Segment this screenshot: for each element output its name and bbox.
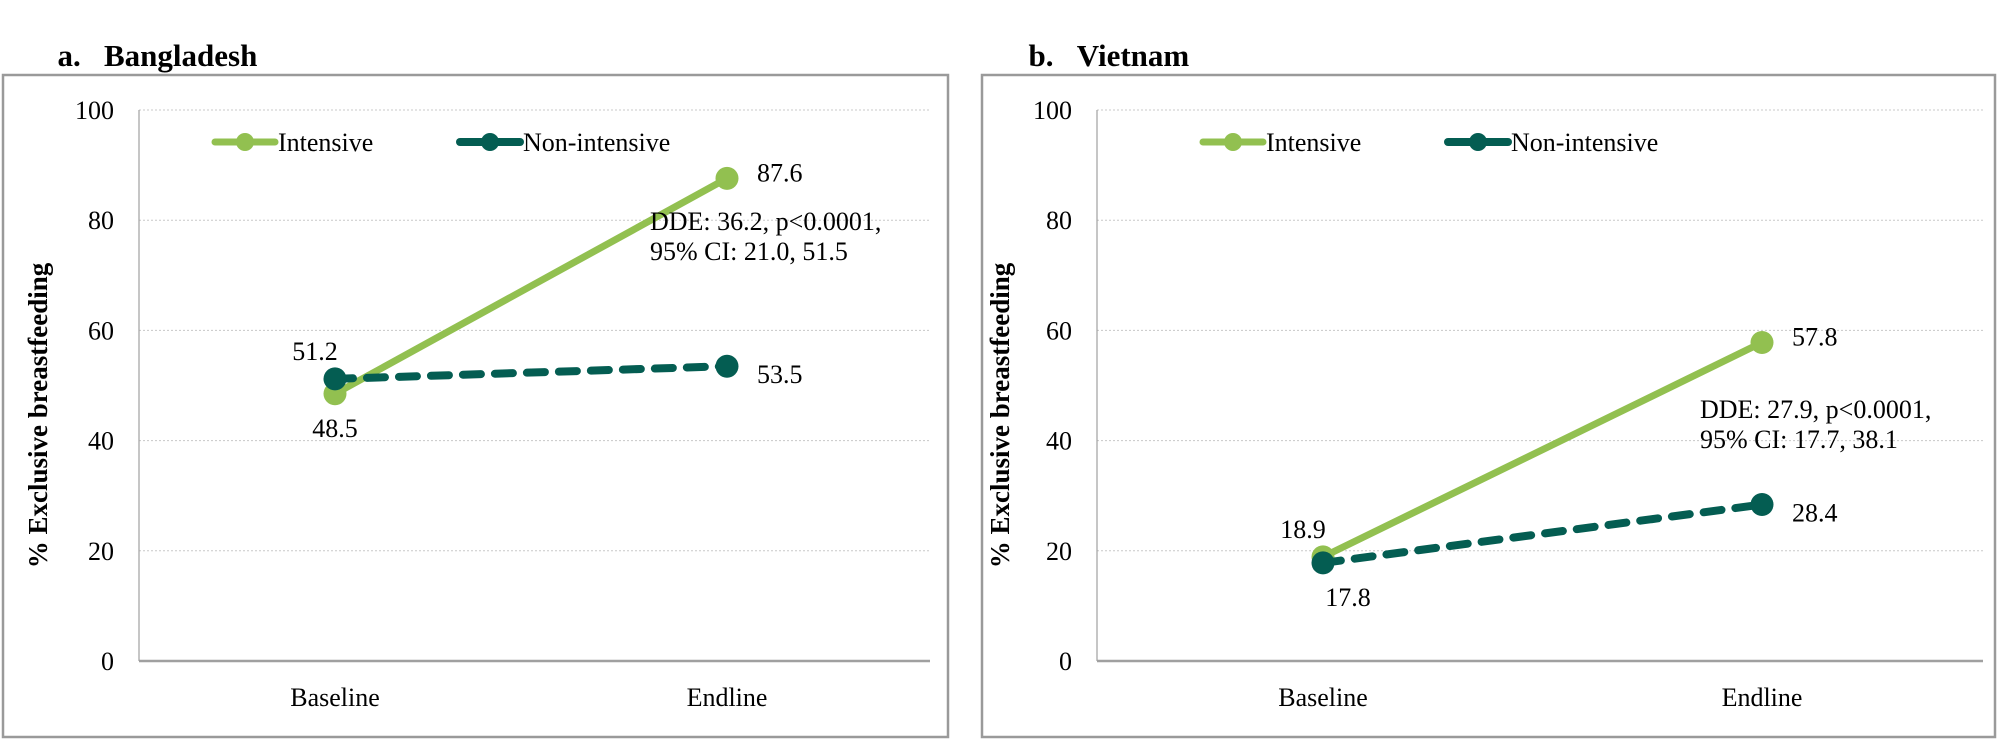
x-tick-label: Baseline xyxy=(1278,683,1368,712)
legend-marker xyxy=(1224,133,1242,151)
data-label: 87.6 xyxy=(757,158,803,187)
x-tick-label: Endline xyxy=(687,683,768,712)
data-point xyxy=(323,367,347,391)
data-label: 57.8 xyxy=(1792,323,1838,352)
y-axis-label: % Exclusive breastfeeding xyxy=(23,262,53,568)
series-line-intensive xyxy=(1319,339,1766,561)
data-label: 51.2 xyxy=(292,337,338,366)
y-tick-label: 100 xyxy=(1033,96,1072,125)
chart-panel-a: 0 20 40 60 80 100 % Exclusive breastfeeding Bas… xyxy=(1,73,950,739)
annotation-text: DDE: 36.2, p<0.0001, xyxy=(650,207,881,236)
y-tick-label: 100 xyxy=(75,96,114,125)
y-tick-label: 20 xyxy=(1046,537,1072,566)
legend-label: Non-intensive xyxy=(523,128,670,157)
series-line-non-intensive xyxy=(1319,500,1766,567)
legend-label: Intensive xyxy=(278,128,373,157)
y-tick-label: 40 xyxy=(88,427,114,456)
x-tick-label: Endline xyxy=(1722,683,1803,712)
data-point xyxy=(715,166,739,190)
y-tick-label: 0 xyxy=(1059,647,1072,676)
panel-a-title: a. Bangladesh xyxy=(42,2,258,74)
panel-b-name: Vietnam xyxy=(1076,38,1190,73)
series-line-non-intensive xyxy=(331,362,731,383)
data-label: 53.5 xyxy=(757,360,803,389)
chart-border xyxy=(980,73,1997,739)
data-point xyxy=(1750,331,1774,355)
data-label: 18.9 xyxy=(1280,515,1326,544)
chart-panel-b: 0 20 40 60 80 100 % Exclusive breastfeeding Bas… xyxy=(980,73,1997,739)
y-tick-label: 40 xyxy=(1046,427,1072,456)
y-tick-label: 80 xyxy=(1046,206,1072,235)
annotation-text: 95% CI: 17.7, 38.1 xyxy=(1700,425,1898,454)
data-point xyxy=(1750,493,1774,517)
panel-a-name: Bangladesh xyxy=(104,38,258,73)
legend-marker xyxy=(1469,133,1487,151)
data-point xyxy=(1311,551,1335,575)
y-tick-label: 0 xyxy=(101,647,114,676)
panel-b-letter: b. xyxy=(1028,38,1054,73)
y-tick-label: 80 xyxy=(88,206,114,235)
panel-b-title: b. Vietnam xyxy=(1013,2,1190,74)
annotation-text: DDE: 27.9, p<0.0001, xyxy=(1700,395,1931,424)
y-tick-label: 60 xyxy=(88,316,114,345)
x-tick-label: Baseline xyxy=(290,683,380,712)
data-label: 17.8 xyxy=(1325,583,1371,612)
legend-label: Non-intensive xyxy=(1511,128,1658,157)
series-line-intensive xyxy=(331,174,731,398)
y-tick-label: 60 xyxy=(1046,316,1072,345)
panel-a-letter: a. xyxy=(57,38,81,73)
data-point xyxy=(715,354,739,378)
data-label: 28.4 xyxy=(1792,499,1838,528)
chart-border xyxy=(1,73,950,739)
y-tick-label: 20 xyxy=(88,537,114,566)
data-label: 48.5 xyxy=(312,414,358,443)
annotation-text: 95% CI: 21.0, 51.5 xyxy=(650,237,848,266)
legend-label: Intensive xyxy=(1266,128,1361,157)
y-axis-label: % Exclusive breastfeeding xyxy=(985,262,1015,568)
legend-marker xyxy=(481,133,499,151)
legend-marker xyxy=(236,133,254,151)
